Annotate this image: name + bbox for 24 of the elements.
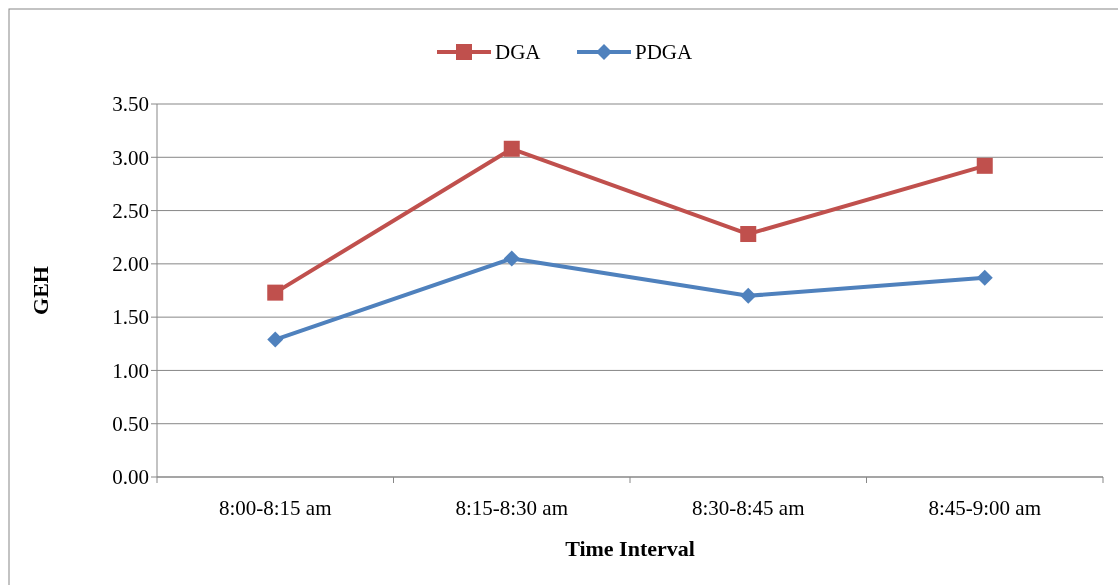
x-tick-label: 8:45-9:00 am: [928, 496, 1042, 520]
y-tick-label: 1.00: [112, 358, 149, 383]
point: [976, 269, 993, 286]
point: [503, 250, 520, 267]
legend-label: DGA: [495, 40, 542, 65]
x-tick-label: 8:00-8:15 am: [218, 496, 332, 520]
legend-label: PDGA: [635, 40, 694, 65]
y-tick-label: 2.50: [112, 198, 149, 223]
point: [740, 226, 757, 243]
point: [267, 284, 284, 301]
x-tick-label: 8:30-8:45 am: [691, 496, 805, 520]
y-tick-label: 0.50: [112, 412, 149, 437]
point: [976, 157, 993, 174]
x-tick-label: 8:15-8:30 am: [455, 496, 569, 520]
point: [267, 331, 284, 348]
point: [503, 140, 520, 157]
y-tick-label: 2.00: [112, 252, 149, 277]
y-tick-label: 1.50: [112, 305, 149, 330]
y-tick-label: 0.00: [112, 465, 149, 490]
y-tick-label: 3.50: [112, 92, 149, 117]
x-axis-title: Time Interval: [565, 536, 695, 561]
y-tick-label: 3.00: [112, 145, 149, 170]
point: [740, 287, 757, 304]
y-axis-title: GEH: [28, 266, 53, 315]
